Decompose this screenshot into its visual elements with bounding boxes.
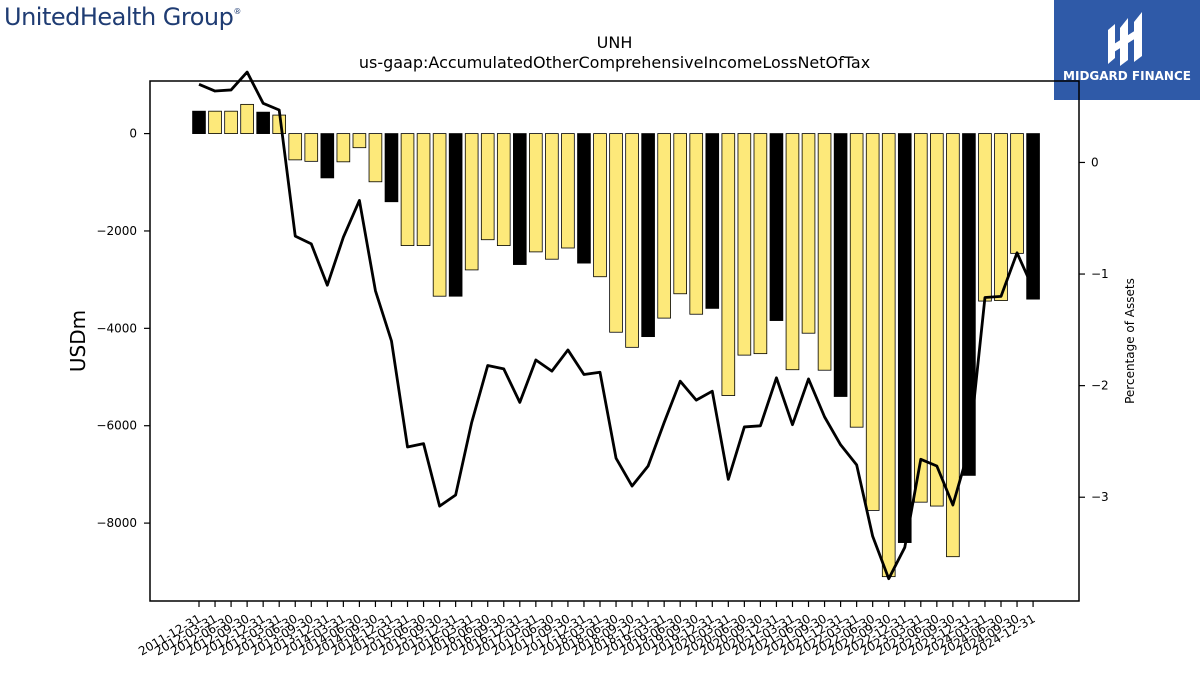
- bar: [689, 133, 704, 315]
- bar: [336, 133, 351, 163]
- bar: [769, 133, 784, 321]
- plot-frame: [149, 80, 1080, 602]
- midgard-finance-wordmark: MIDGARD FINANCE: [1063, 69, 1191, 83]
- bar: [400, 133, 415, 246]
- bar-series: [192, 103, 1040, 578]
- left-axis: 0 −2000 −4000 −6000 −8000: [96, 127, 150, 530]
- bar: [994, 133, 1008, 301]
- bar: [384, 133, 399, 203]
- bar: [849, 133, 864, 428]
- bar: [480, 133, 495, 241]
- bar: [946, 133, 960, 558]
- bar: [240, 103, 254, 134]
- bar: [352, 133, 367, 149]
- bar: [897, 133, 912, 543]
- chart-title: UNH: [597, 33, 633, 52]
- bar: [785, 133, 800, 371]
- bar: [962, 133, 976, 476]
- bar: [577, 133, 591, 264]
- left-logo-text: UnitedHealth Group: [4, 3, 234, 31]
- bar: [464, 133, 479, 271]
- bar: [304, 133, 319, 162]
- bar: [513, 133, 527, 265]
- bar: [914, 133, 928, 503]
- y-right-tick-label: 0: [1091, 155, 1099, 169]
- bar: [833, 133, 848, 397]
- bar: [801, 133, 816, 334]
- bar: [881, 133, 896, 578]
- bar: [721, 133, 736, 396]
- bar: [192, 110, 206, 134]
- y-tick-label: −8000: [96, 516, 137, 530]
- midgard-mark-icon: [1108, 12, 1142, 66]
- bar: [817, 133, 832, 371]
- bar: [288, 133, 303, 161]
- y-axis-right-label: Percentage of Assets: [1123, 278, 1137, 404]
- y-right-tick-label: −3: [1091, 490, 1109, 504]
- bar: [625, 133, 639, 348]
- bar: [705, 133, 720, 309]
- bar: [224, 110, 238, 134]
- bar: [1010, 133, 1024, 254]
- chart-subtitle: us-gaap:AccumulatedOtherComprehensiveInc…: [359, 53, 870, 72]
- y-right-tick-label: −2: [1091, 379, 1109, 393]
- bar: [416, 133, 431, 246]
- percentage-of-assets-line: [198, 70, 1035, 581]
- bar: [368, 133, 383, 183]
- bar: [865, 133, 880, 511]
- x-axis: 2011-12-312012-03-312012-06-302012-09-30…: [136, 601, 1038, 658]
- bar: [448, 133, 463, 297]
- bar: [609, 133, 623, 333]
- y-tick-label: −2000: [96, 224, 137, 238]
- bar: [561, 133, 575, 249]
- bar: [673, 133, 687, 295]
- bar: [545, 133, 559, 260]
- bar: [496, 133, 511, 246]
- bar: [593, 133, 607, 278]
- bar: [657, 133, 671, 319]
- bar: [641, 133, 655, 338]
- unitedhealth-group-logo: UnitedHealth Group®: [4, 3, 241, 31]
- y-tick-label: 0: [129, 127, 137, 141]
- bar: [930, 133, 944, 507]
- bar: [529, 133, 543, 253]
- y-axis-label: USDm: [66, 310, 90, 372]
- bar: [208, 110, 222, 134]
- bar: [1026, 133, 1040, 300]
- y-tick-label: −6000: [96, 419, 137, 433]
- y-right-tick-label: −1: [1091, 267, 1109, 281]
- bar: [978, 133, 992, 302]
- bar: [256, 111, 270, 134]
- bar: [737, 133, 752, 356]
- registered-mark: ®: [233, 7, 241, 16]
- y-tick-label: −4000: [96, 321, 137, 335]
- bar: [432, 133, 447, 297]
- bar: [753, 133, 768, 355]
- bar: [320, 133, 335, 179]
- right-axis: 0 −1 −2 −3: [1079, 155, 1109, 504]
